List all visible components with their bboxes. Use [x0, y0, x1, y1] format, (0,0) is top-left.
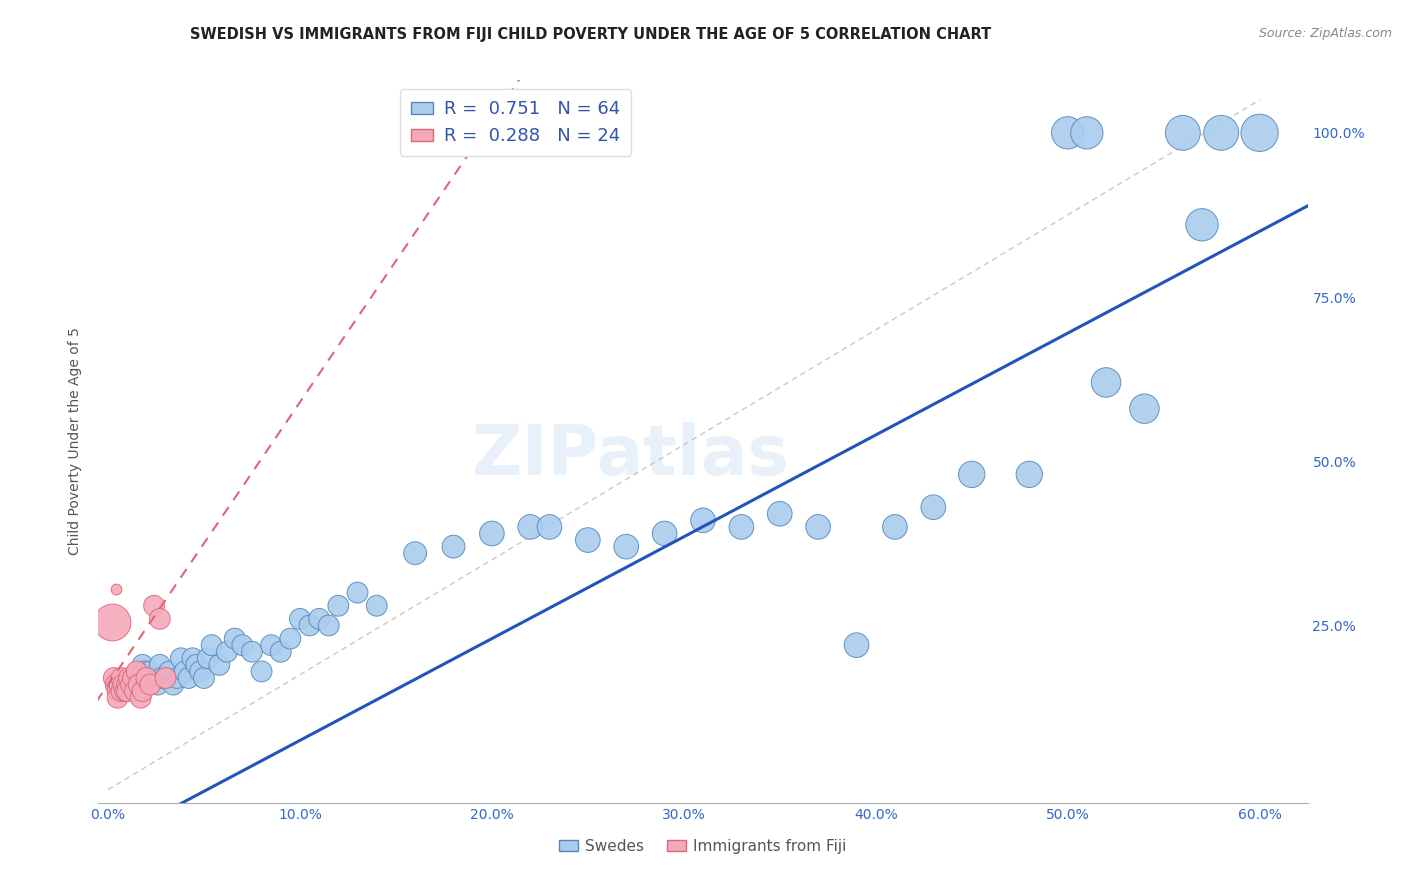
Point [538, 520, 561, 534]
Point [143, 599, 166, 613]
Point [129, 690, 152, 705]
Point [107, 690, 129, 705]
Point [104, 582, 127, 597]
Point [162, 677, 184, 691]
Point [366, 599, 388, 613]
Point [404, 546, 426, 560]
Point [443, 540, 465, 554]
Point [135, 671, 157, 685]
Point [769, 507, 792, 521]
Point [134, 665, 156, 679]
Point [110, 671, 132, 685]
Text: Source: ZipAtlas.com: Source: ZipAtlas.com [1258, 27, 1392, 40]
Point [308, 612, 330, 626]
Point [240, 645, 263, 659]
Point [136, 671, 159, 685]
Text: ZIPatlas: ZIPatlas [471, 423, 789, 490]
Point [807, 520, 830, 534]
Point [884, 520, 907, 534]
Point [118, 671, 141, 685]
Point [101, 615, 124, 630]
Point [260, 638, 283, 652]
Text: SWEDISH VS IMMIGRANTS FROM FIJI CHILD POVERTY UNDER THE AGE OF 5 CORRELATION CHA: SWEDISH VS IMMIGRANTS FROM FIJI CHILD PO… [190, 27, 991, 42]
Point [128, 677, 150, 691]
Point [114, 684, 136, 698]
Point [1211, 126, 1233, 140]
Point [103, 671, 125, 685]
Point [124, 684, 146, 698]
Point [112, 677, 135, 691]
Point [181, 651, 204, 665]
Point [288, 612, 311, 626]
Point [1056, 126, 1078, 140]
Y-axis label: Child Poverty Under the Age of 5: Child Poverty Under the Age of 5 [67, 327, 82, 556]
Point [845, 638, 868, 652]
Point [215, 645, 238, 659]
Point [155, 671, 177, 685]
Point [298, 618, 321, 632]
Point [346, 585, 368, 599]
Point [150, 671, 173, 685]
Point [177, 671, 200, 685]
Point [143, 671, 166, 685]
Point [614, 540, 637, 554]
Point [730, 520, 752, 534]
Point [131, 657, 153, 672]
Point [186, 657, 208, 672]
Point [120, 677, 142, 691]
Point [139, 665, 162, 679]
Point [104, 677, 127, 691]
Point [197, 651, 219, 665]
Point [922, 500, 945, 515]
Point [170, 651, 193, 665]
Point [328, 599, 350, 613]
Point [149, 612, 172, 626]
Point [208, 657, 231, 672]
Point [166, 671, 188, 685]
Point [131, 684, 153, 698]
Point [250, 665, 273, 679]
Point [108, 677, 131, 691]
Point [115, 684, 138, 698]
Point [125, 665, 148, 679]
Point [1249, 126, 1271, 140]
Point [115, 677, 138, 691]
Point [1076, 126, 1098, 140]
Point [149, 657, 172, 672]
Point [107, 684, 129, 698]
Point [201, 638, 224, 652]
Point [1171, 126, 1194, 140]
Point [318, 618, 340, 632]
Point [224, 632, 246, 646]
Legend: Swedes, Immigrants from Fiji: Swedes, Immigrants from Fiji [554, 833, 852, 860]
Point [231, 638, 253, 652]
Point [654, 526, 676, 541]
Point [280, 632, 302, 646]
Point [173, 665, 195, 679]
Point [122, 671, 145, 685]
Point [146, 677, 169, 691]
Point [193, 671, 215, 685]
Point [519, 520, 541, 534]
Point [159, 665, 181, 679]
Point [128, 677, 150, 691]
Point [960, 467, 983, 482]
Point [122, 671, 145, 685]
Point [188, 665, 211, 679]
Point [270, 645, 292, 659]
Point [155, 671, 177, 685]
Point [1018, 467, 1040, 482]
Point [692, 513, 714, 527]
Point [1133, 401, 1156, 416]
Point [1191, 218, 1213, 232]
Point [110, 684, 132, 698]
Point [576, 533, 599, 547]
Point [139, 677, 162, 691]
Point [481, 526, 503, 541]
Point [1095, 376, 1118, 390]
